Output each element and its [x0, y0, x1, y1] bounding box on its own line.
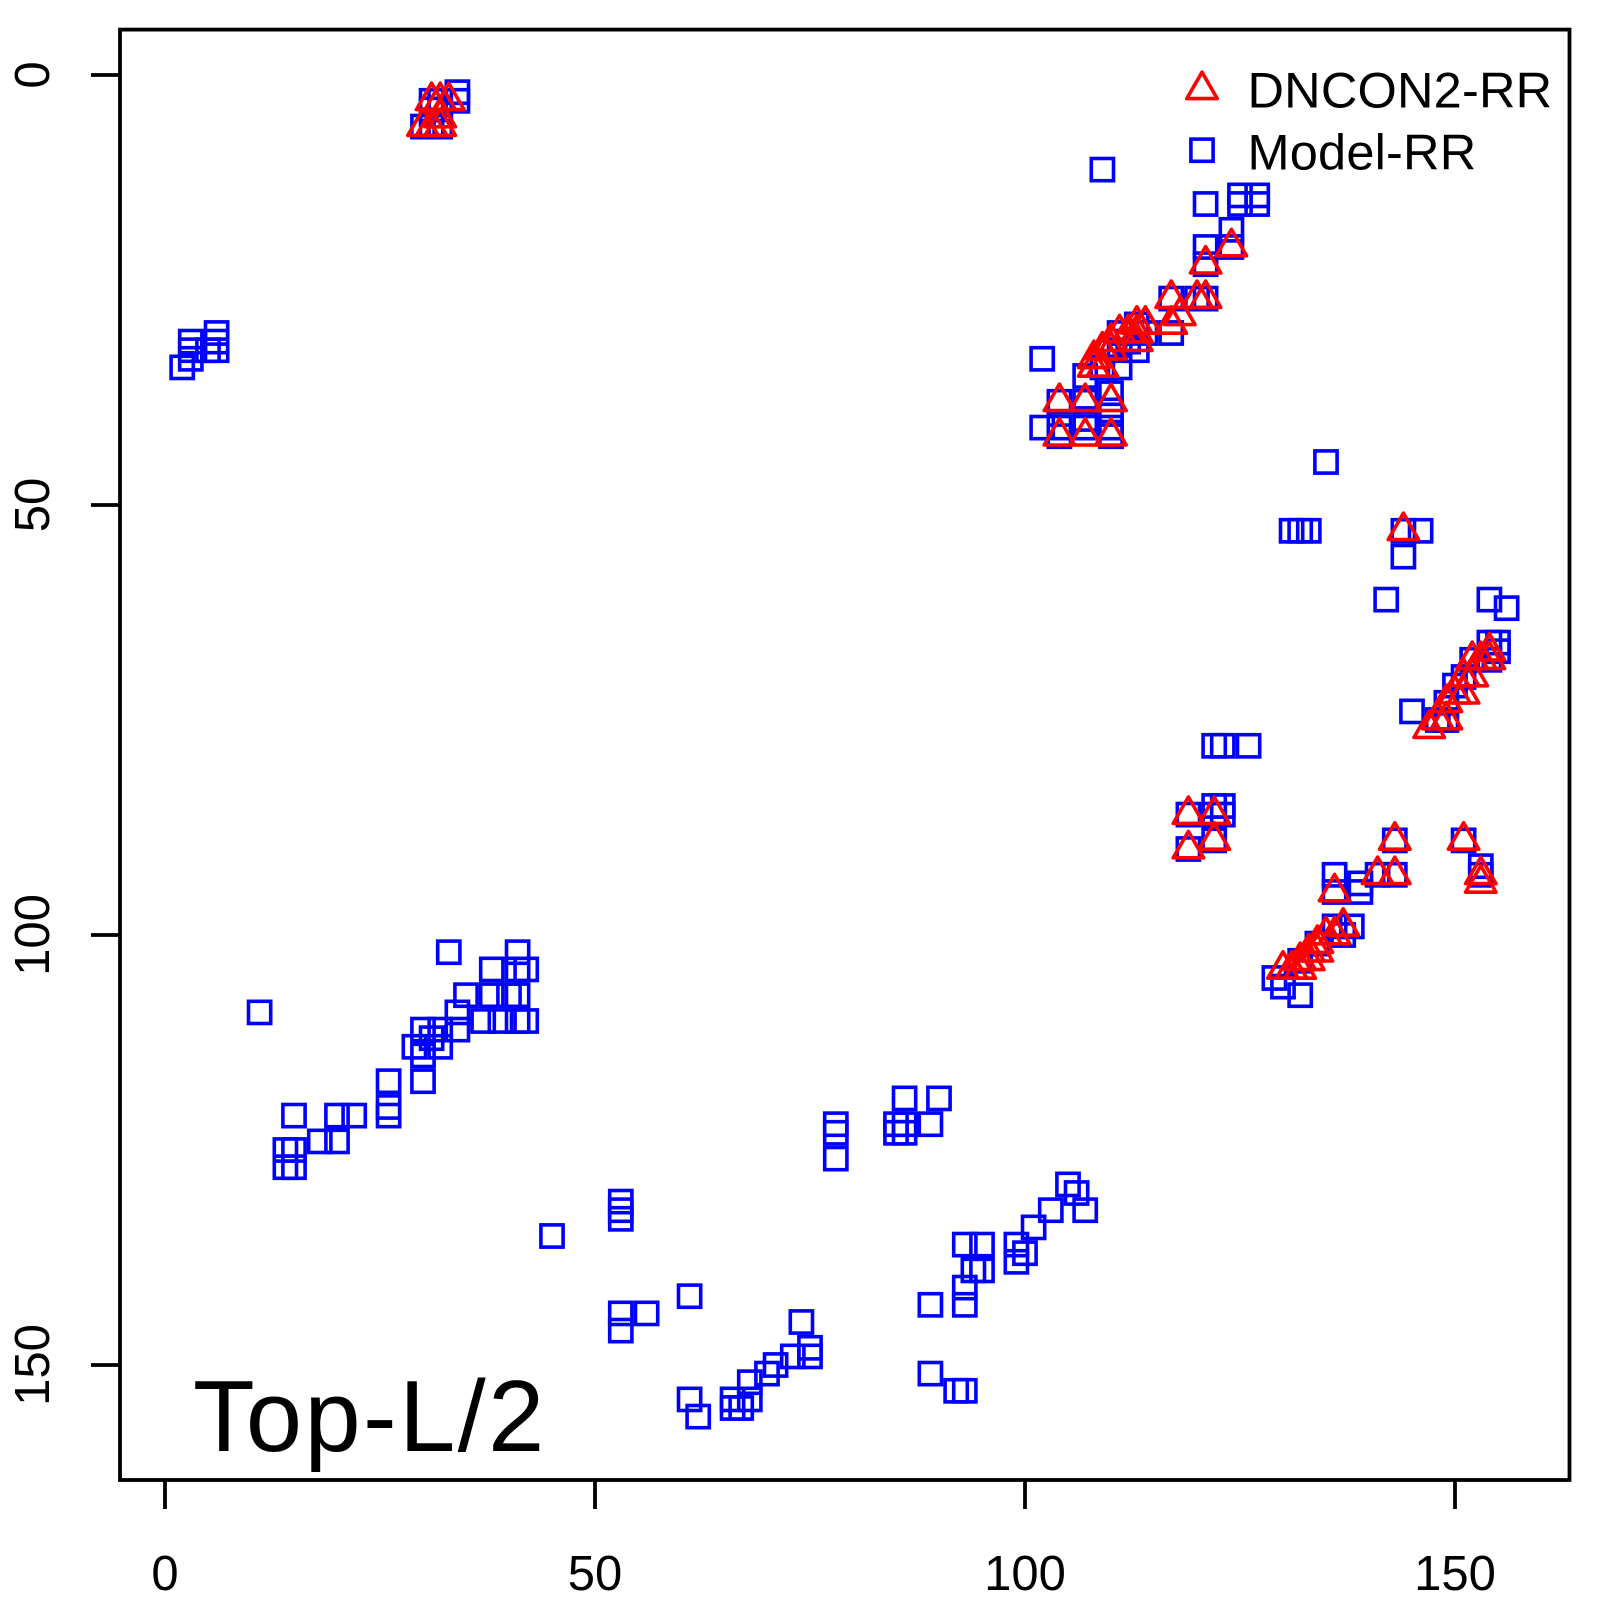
svg-text:0: 0 — [6, 61, 60, 88]
svg-text:Model-RR: Model-RR — [1248, 124, 1477, 181]
svg-text:150: 150 — [6, 1324, 60, 1406]
svg-text:150: 150 — [1414, 1547, 1496, 1600]
svg-text:DNCON2-RR: DNCON2-RR — [1248, 62, 1553, 119]
svg-text:0: 0 — [151, 1547, 178, 1600]
svg-text:50: 50 — [568, 1547, 623, 1600]
svg-text:100: 100 — [6, 894, 60, 976]
svg-text:50: 50 — [6, 478, 60, 533]
svg-text:Top-L/2: Top-L/2 — [193, 1361, 547, 1473]
svg-text:100: 100 — [984, 1547, 1066, 1600]
